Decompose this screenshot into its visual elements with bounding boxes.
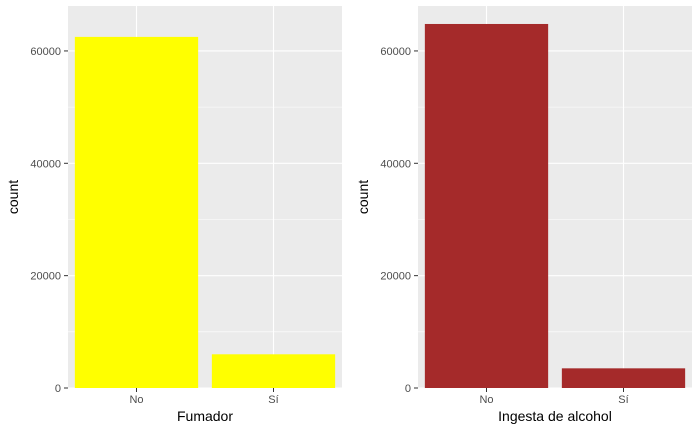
y-tick-label: 0: [55, 383, 61, 395]
x-tick-label: Sí: [618, 394, 628, 406]
y-tick-label: 40000: [30, 158, 61, 170]
y-tick-label: 0: [405, 383, 411, 395]
y-tick-label: 60000: [380, 46, 411, 58]
bar-no: [74, 36, 199, 388]
x-axis-title: Ingesta de alcohol: [498, 408, 612, 424]
x-tick-label: No: [129, 394, 143, 406]
y-tick-label: 20000: [380, 271, 411, 283]
y-axis-title: count: [355, 180, 371, 214]
y-axis-title: count: [5, 180, 21, 214]
y-tick-label: 20000: [30, 271, 61, 283]
x-tick-label: No: [479, 394, 493, 406]
bar-sí: [211, 354, 336, 388]
bar-sí: [561, 368, 686, 388]
y-tick-label: 60000: [30, 46, 61, 58]
bar-no: [424, 23, 549, 388]
x-axis-title: Fumador: [177, 408, 233, 424]
y-tick-label: 40000: [380, 158, 411, 170]
chart-panel-1: 0 20000 40000 60000 No Sí Fumador count: [5, 6, 342, 424]
x-tick-label: Sí: [268, 394, 278, 406]
chart-panel-2: 0 20000 40000 60000 No Sí Ingesta de alcohol co…: [355, 6, 692, 424]
